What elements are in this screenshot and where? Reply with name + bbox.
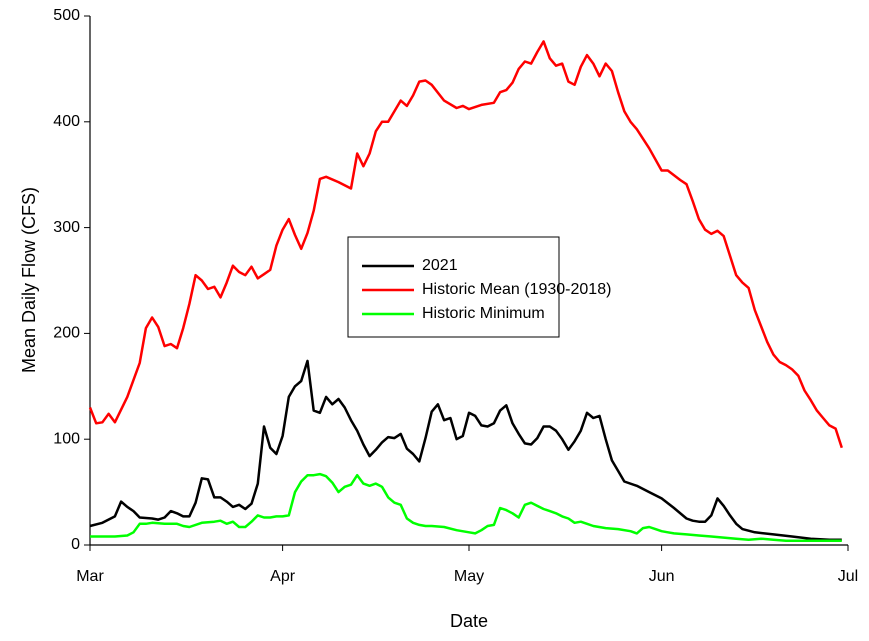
legend-label: Historic Minimum — [422, 305, 545, 322]
legend-label: 2021 — [422, 257, 458, 274]
x-tick-label: Apr — [270, 568, 296, 585]
y-tick-label: 0 — [71, 536, 80, 553]
legend-box — [347, 236, 560, 338]
y-tick-label: 400 — [53, 113, 80, 130]
y-tick-label: 200 — [53, 325, 80, 342]
x-tick-label: Mar — [76, 568, 104, 585]
line-series — [90, 472, 842, 543]
legend-label: Historic Mean (1930-2018) — [422, 281, 611, 298]
line-series — [89, 359, 842, 541]
line-series — [88, 40, 843, 449]
y-tick-label: 100 — [53, 430, 80, 447]
y-axis-label: Mean Daily Flow (CFS) — [19, 187, 39, 373]
x-tick-label: Jul — [838, 568, 858, 585]
x-tick-label: Jun — [649, 568, 675, 585]
x-axis-label: Date — [450, 611, 488, 631]
y-tick-label: 300 — [53, 219, 80, 236]
y-tick-label: 500 — [53, 7, 80, 24]
x-tick-label: May — [454, 568, 484, 585]
